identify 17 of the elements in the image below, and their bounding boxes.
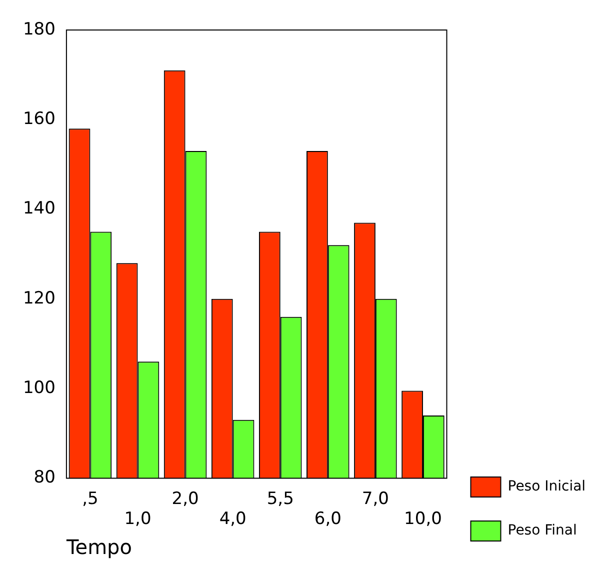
x-tick-label: 6,0: [314, 509, 342, 530]
x-axis-title: Tempo: [65, 535, 132, 560]
y-tick-label: 120: [22, 288, 56, 308]
y-tick-label: 80: [34, 468, 56, 488]
y-tick-label: 100: [22, 378, 56, 398]
y-tick-label: 140: [22, 198, 56, 219]
x-tick-label: 1,0: [124, 509, 152, 530]
x-tick-label: ,5: [82, 488, 98, 509]
x-tick-label: 4,0: [219, 509, 246, 530]
x-tick-label: 5,5: [266, 488, 294, 509]
legend-label: Peso Final: [508, 522, 577, 539]
x-tick-label: 7,0: [362, 488, 389, 509]
y-tick-label: 160: [22, 109, 56, 130]
x-tick-label: 2,0: [172, 488, 199, 509]
x-tick-label: 10,0: [404, 509, 442, 530]
y-tick-label: 180: [22, 19, 56, 40]
legend-label: Peso Inicial: [508, 478, 586, 495]
